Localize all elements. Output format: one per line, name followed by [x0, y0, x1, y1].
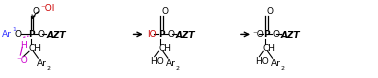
- Text: O: O: [167, 30, 175, 39]
- Text: Ar: Ar: [166, 59, 175, 68]
- Text: O: O: [33, 7, 39, 16]
- Text: H: H: [20, 41, 27, 50]
- Text: ⁻OI: ⁻OI: [40, 4, 55, 13]
- Text: ⁻O: ⁻O: [252, 30, 264, 39]
- Text: AZT: AZT: [176, 31, 195, 40]
- Text: CH: CH: [158, 44, 171, 53]
- Text: Ar: Ar: [2, 30, 11, 39]
- Text: CH: CH: [263, 44, 276, 53]
- Text: AZT: AZT: [280, 31, 300, 40]
- Text: O: O: [38, 30, 45, 39]
- Text: HO: HO: [255, 57, 269, 66]
- Text: Ar: Ar: [271, 59, 280, 68]
- Text: ⁻O: ⁻O: [17, 56, 28, 65]
- Text: HO: HO: [150, 57, 164, 66]
- Text: P: P: [158, 30, 165, 39]
- Text: IO: IO: [147, 30, 156, 39]
- Text: 1: 1: [12, 27, 16, 32]
- Text: AZT: AZT: [46, 31, 66, 40]
- Text: O: O: [266, 7, 274, 16]
- Text: 2: 2: [175, 66, 180, 71]
- Text: P: P: [29, 30, 35, 39]
- Text: 2: 2: [280, 66, 285, 71]
- Text: CH: CH: [29, 44, 42, 53]
- Text: O: O: [272, 30, 279, 39]
- Text: 2: 2: [46, 66, 51, 71]
- Text: O: O: [15, 30, 22, 39]
- Text: Ar: Ar: [37, 59, 47, 68]
- Text: O: O: [162, 7, 169, 16]
- Text: P: P: [263, 30, 270, 39]
